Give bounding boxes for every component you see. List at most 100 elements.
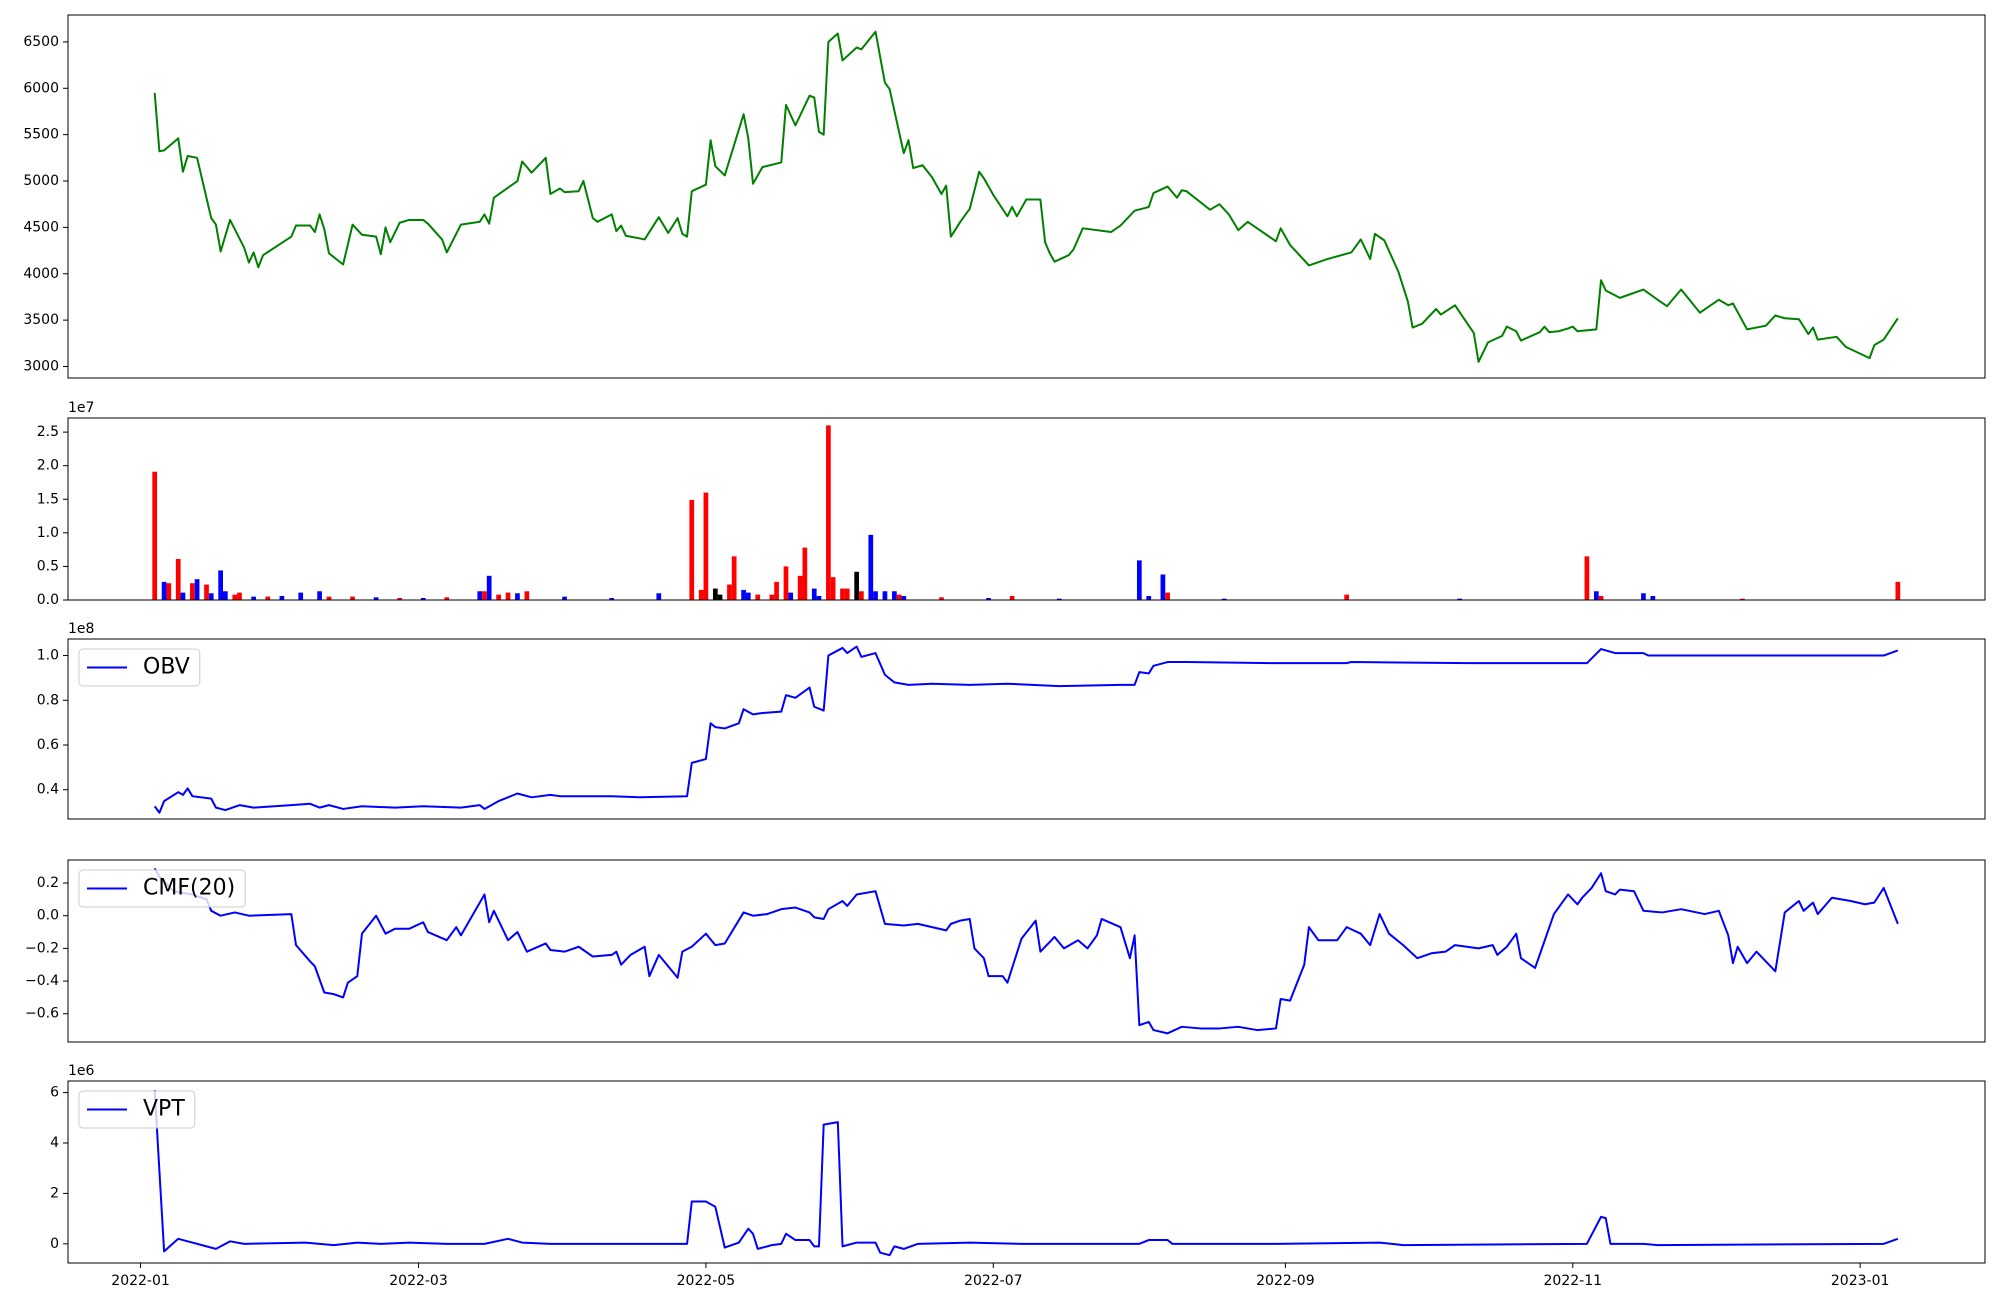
bar [1641, 593, 1646, 600]
bar [1344, 594, 1349, 600]
bar [802, 547, 808, 600]
bar [166, 583, 172, 600]
bar [251, 596, 256, 600]
y-tick-label: 4500 [23, 219, 59, 235]
legend-box [78, 648, 201, 687]
legend-label: CMF(20) [143, 876, 235, 901]
bar [1165, 592, 1170, 600]
bar [882, 591, 888, 600]
bar [816, 595, 822, 600]
bar [505, 592, 511, 600]
bar [175, 559, 181, 600]
bar [811, 588, 817, 600]
bar [218, 570, 223, 600]
bar [190, 583, 195, 600]
panel: 3000 3500 4000 4500 5000 5500 6000 6500 [23, 14, 1986, 379]
bar [1056, 598, 1062, 600]
axes-frame [67, 417, 1986, 601]
axes-frame [67, 638, 1986, 820]
plot-area [153, 1090, 1899, 1257]
bar [326, 596, 332, 600]
bar [656, 593, 662, 600]
y-tick-label: 1.0 [37, 648, 59, 664]
bar [1598, 595, 1604, 600]
bar [350, 596, 355, 600]
bar [731, 556, 737, 600]
x-tick-label: 2022-03 [389, 1273, 448, 1289]
bar [698, 589, 704, 600]
bar [524, 591, 530, 600]
y-tick-label: 5500 [23, 127, 59, 143]
y-tick-label: 4000 [23, 266, 59, 282]
y-tick-label: 0 [50, 1236, 59, 1252]
bar [1895, 581, 1901, 600]
bar [482, 591, 487, 600]
x-tick-label: 2022-05 [677, 1273, 736, 1289]
bar [717, 594, 723, 600]
bar [180, 592, 186, 600]
bar [986, 597, 991, 600]
bar [279, 595, 285, 600]
bar [788, 592, 794, 600]
bar [1593, 591, 1599, 600]
bar [373, 597, 379, 600]
bar [298, 592, 304, 600]
panel: 0.4 0.6 0.8 1.0 1e8 OBV [37, 621, 1986, 820]
bar [265, 596, 271, 600]
y-tick-label: 3000 [23, 358, 59, 374]
panel: 0.0 0.5 1.0 1.5 2.0 2.5 1e7 [37, 400, 1986, 608]
bar [1457, 598, 1463, 600]
y-tick-label: 0.6 [37, 737, 59, 753]
legend-label: VPT [143, 1097, 185, 1122]
y-tick-label: 1.5 [37, 491, 59, 507]
bar [222, 591, 228, 600]
bar [859, 591, 864, 600]
bar [1740, 598, 1745, 600]
bar [712, 588, 718, 600]
bar [152, 471, 158, 600]
bar [896, 594, 902, 600]
bar [232, 594, 238, 600]
x-tick-label: 2022-09 [1256, 1273, 1315, 1289]
bar [868, 534, 874, 600]
y-tick-label: 2 [50, 1185, 59, 1201]
y-tick-label: 6000 [23, 80, 59, 96]
y-tick-label: −0.6 [25, 1006, 59, 1022]
bar [204, 584, 209, 600]
bar [420, 597, 426, 600]
plot-area [153, 30, 1899, 363]
bar [208, 593, 214, 600]
bar [562, 596, 567, 600]
bar [830, 577, 836, 600]
bar [703, 492, 709, 600]
y-tick-label: 2.5 [37, 424, 59, 440]
bar [1650, 595, 1656, 600]
bar [515, 593, 520, 600]
bar [840, 588, 845, 600]
bar [1136, 560, 1142, 600]
bar [1160, 574, 1166, 600]
line-series [153, 30, 1899, 363]
bar [1009, 595, 1015, 600]
bar [774, 581, 779, 600]
axes-frame [67, 859, 1986, 1043]
y-tick-label: 2.0 [37, 458, 59, 474]
legend-label: OBV [143, 655, 190, 680]
line-series [153, 1090, 1899, 1257]
y-tick-label: 0.4 [37, 782, 59, 798]
bar [826, 425, 831, 600]
bar [689, 499, 695, 600]
y-tick-label: 0.2 [37, 875, 59, 891]
y-tick-label: 3500 [23, 312, 59, 328]
bar [854, 571, 860, 600]
x-tick-label: 2022-07 [964, 1273, 1023, 1289]
bar [783, 566, 789, 600]
line-series [153, 867, 1899, 1035]
y-tick-label: 0.0 [37, 908, 59, 924]
panel: −0.6 −0.4 −0.2 0.0 0.2 CMF(20) [25, 859, 1986, 1043]
bar [194, 579, 200, 600]
bar [609, 597, 615, 600]
legend-box [78, 1090, 196, 1129]
